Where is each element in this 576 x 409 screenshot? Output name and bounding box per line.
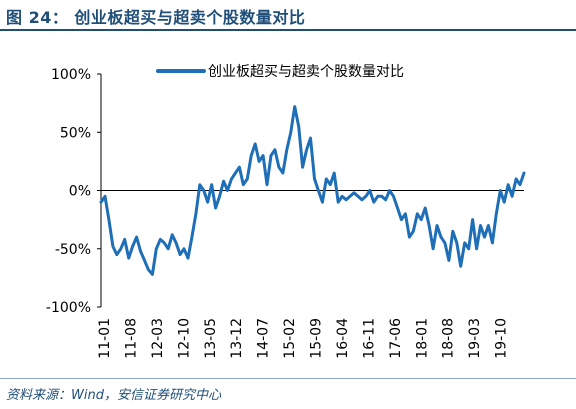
x-tick-label: 18-08 bbox=[441, 318, 457, 359]
figure-source: 资料来源：Wind，安信证券研究中心 bbox=[6, 388, 221, 403]
chart-legend: 创业板超买与超卖个股数量对比 bbox=[156, 64, 404, 80]
y-tick-label: 0% bbox=[69, 184, 91, 200]
x-tick-label: 13-12 bbox=[229, 318, 245, 359]
x-axis-ticks: 11-01 11-08 12-03 12-10 13-05 13-12 14-07 15-02… bbox=[97, 318, 510, 359]
series-line bbox=[99, 105, 526, 276]
x-tick-label: 18-01 bbox=[414, 318, 430, 359]
y-tick-label: -50% bbox=[55, 242, 91, 258]
x-tick-label: 16-04 bbox=[335, 318, 351, 359]
x-tick-label: 15-02 bbox=[282, 318, 298, 359]
figure-title: 图 24： 创业板超买与超卖个股数量对比 bbox=[6, 8, 306, 27]
x-tick-label: 13-05 bbox=[203, 318, 219, 359]
x-tick-label: 17-06 bbox=[388, 318, 404, 359]
y-axis-ticks: 100% 50% 0% -50% -100% bbox=[46, 67, 101, 316]
x-tick-label: 15-09 bbox=[309, 318, 325, 359]
x-tick-label: 12-03 bbox=[150, 318, 166, 359]
x-tick-label: 11-01 bbox=[97, 318, 113, 359]
x-tick-label: 11-08 bbox=[123, 318, 139, 359]
x-tick-label: 19-03 bbox=[467, 318, 483, 359]
source-divider bbox=[0, 378, 576, 379]
chart-axes bbox=[100, 74, 524, 307]
series-layer bbox=[99, 105, 526, 276]
x-tick-label: 19-10 bbox=[494, 318, 510, 359]
legend-label: 创业板超买与超卖个股数量对比 bbox=[208, 64, 404, 80]
x-tick-label: 16-11 bbox=[361, 318, 377, 359]
title-underline bbox=[0, 29, 576, 31]
y-tick-label: 50% bbox=[60, 125, 91, 141]
y-tick-label: 100% bbox=[51, 67, 91, 83]
x-tick-label: 14-07 bbox=[256, 318, 272, 359]
x-tick-label: 12-10 bbox=[176, 318, 192, 359]
y-tick-label: -100% bbox=[46, 300, 91, 316]
